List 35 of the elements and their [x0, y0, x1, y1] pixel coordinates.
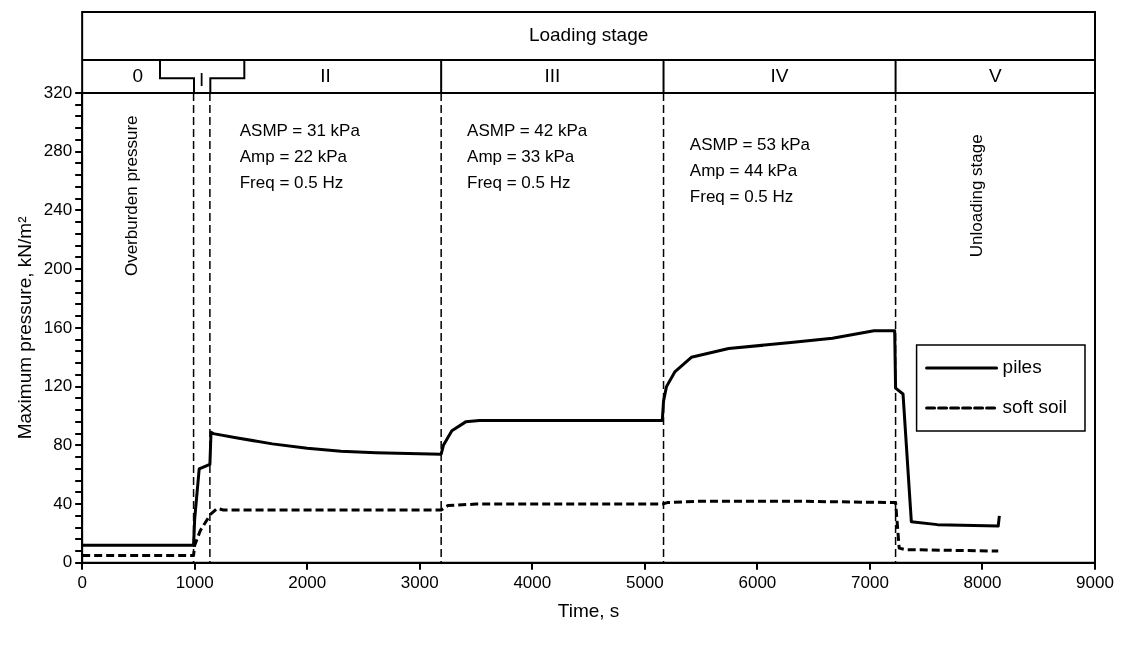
text: Loading stage: [528, 24, 649, 46]
x-tick-label: 6000: [738, 572, 777, 592]
y-tick-label: 280: [43, 141, 73, 161]
y-tick-label: 120: [43, 376, 73, 396]
x-tick-label: 3000: [400, 572, 439, 592]
text: II: [320, 64, 331, 86]
y-tick-label: 240: [43, 200, 73, 220]
x-tick-label: 7000: [851, 572, 889, 592]
y-tick-label: 320: [43, 82, 73, 102]
annotation: Overburden pressure: [122, 115, 142, 277]
x-tick-label: 4000: [513, 572, 552, 592]
text: I: [199, 68, 205, 90]
annotation: ASMP = 53 kPa Amp = 44 kPa Freq = 0.5 Hz: [689, 135, 811, 207]
x-tick-label: 9000: [1076, 572, 1114, 592]
text: V: [988, 64, 1002, 86]
legend-label: soft soil: [1002, 396, 1068, 418]
annotation: Unloading stage: [966, 134, 986, 258]
annotation: ASMP = 42 kPa Amp = 33 kPa Freq = 0.5 Hz: [467, 120, 588, 192]
x-tick-label: 5000: [625, 572, 664, 592]
y-axis-title: Maximum pressure, kN/m²: [13, 216, 35, 440]
x-tick-label: 8000: [963, 572, 1002, 592]
y-tick-label: 160: [43, 317, 73, 337]
text: 0: [132, 64, 144, 86]
legend-label: piles: [1002, 356, 1042, 378]
y-tick-label: 200: [43, 258, 73, 278]
y-tick-label: 80: [53, 435, 73, 455]
x-axis-title: Time, s: [557, 599, 620, 621]
text: III: [544, 64, 561, 86]
y-tick-label: 40: [53, 493, 73, 513]
x-tick-label: 1000: [175, 572, 214, 592]
text: IV: [770, 64, 789, 86]
x-tick-label: 2000: [288, 572, 327, 592]
y-tick-label: 0: [62, 552, 73, 572]
x-tick-label: 0: [77, 572, 87, 592]
annotation: ASMP = 31 kPa Amp = 22 kPa Freq = 0.5 Hz: [239, 120, 361, 192]
